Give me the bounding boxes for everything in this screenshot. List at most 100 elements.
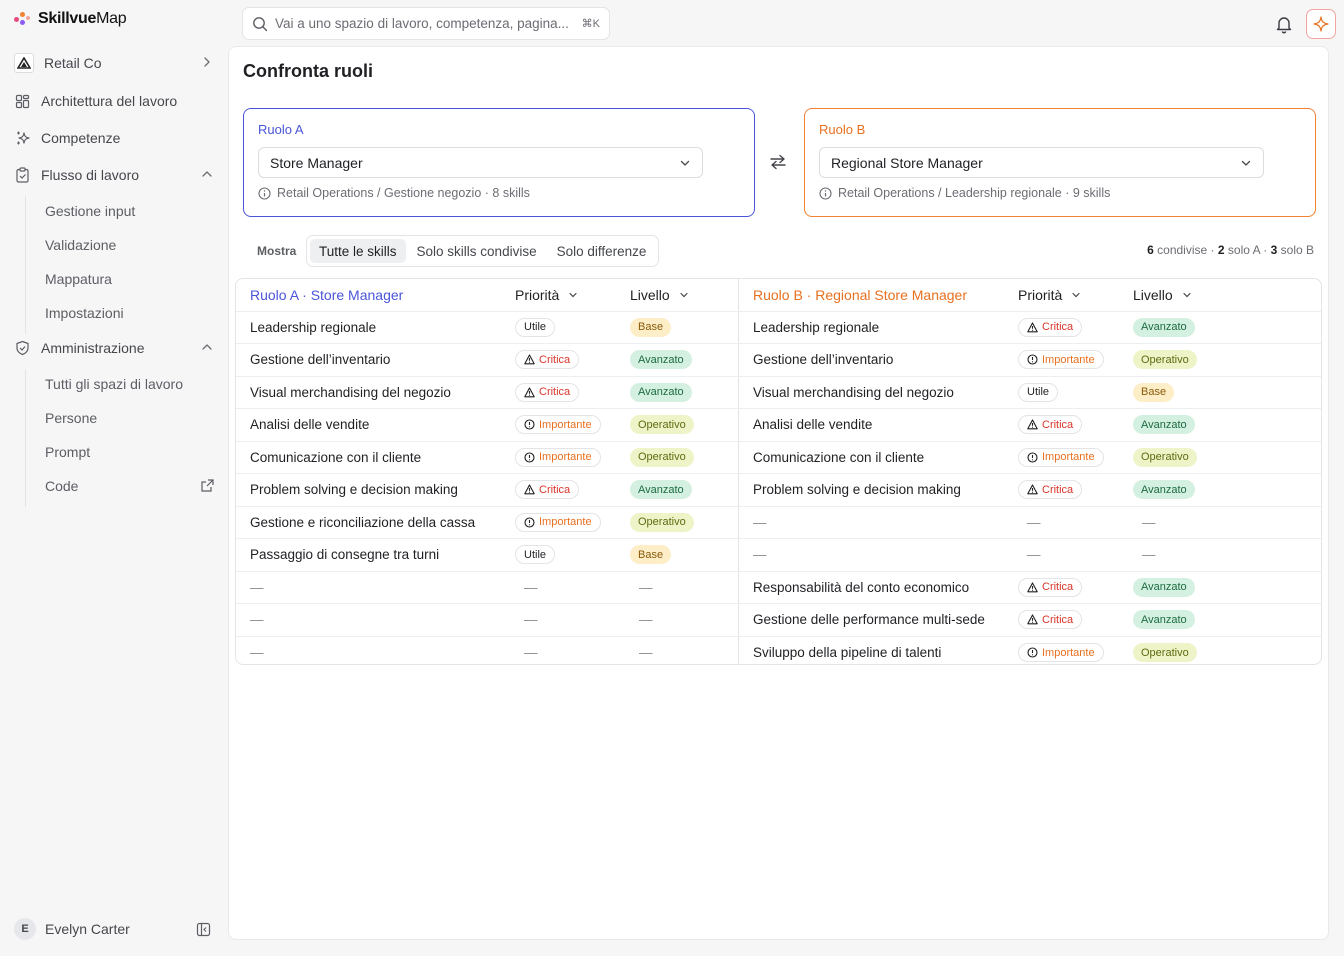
- priority-cell-b: —: [1018, 507, 1041, 539]
- skill-name-a: —: [250, 604, 264, 636]
- app-logo[interactable]: SkillvueMap: [14, 9, 127, 29]
- header-level-b[interactable]: Livello: [1133, 279, 1193, 311]
- filter-label: Mostra: [257, 244, 297, 258]
- priority-badge[interactable]: Critica: [1018, 610, 1083, 630]
- swap-roles-icon[interactable]: [769, 153, 787, 171]
- user-menu[interactable]: E Evelyn Carter: [14, 918, 130, 940]
- priority-badge[interactable]: Importante: [1018, 447, 1104, 467]
- level-badge[interactable]: Avanzato: [630, 350, 692, 370]
- priority-badge[interactable]: Critica: [515, 480, 580, 500]
- level-badge[interactable]: Avanzato: [1133, 577, 1195, 597]
- level-badge[interactable]: Operativo: [630, 415, 694, 435]
- priority-badge[interactable]: Utile: [515, 545, 556, 565]
- filter-differences[interactable]: Solo differenze: [556, 243, 647, 259]
- comparison-counts: 6 condivise · 2 solo A · 3 solo B: [1147, 243, 1314, 257]
- sidebar-collapse-icon[interactable]: [196, 922, 211, 937]
- priority-cell-a: Importante: [515, 442, 601, 474]
- warning-icon: [1027, 484, 1038, 495]
- priority-badge[interactable]: Importante: [1018, 350, 1104, 370]
- priority-badge[interactable]: Importante: [515, 415, 601, 435]
- priority-badge[interactable]: Critica: [515, 350, 580, 370]
- level-badge[interactable]: Avanzato: [630, 382, 692, 402]
- chevron-down-icon: [680, 292, 688, 298]
- search-input[interactable]: [275, 16, 575, 31]
- submenu-guide: [25, 369, 26, 507]
- level-cell-b: Operativo: [1133, 344, 1197, 376]
- level-badge[interactable]: Avanzato: [1133, 610, 1195, 630]
- priority-badge[interactable]: Utile: [1018, 382, 1059, 402]
- skill-label: Visual merchandising del negozio: [250, 384, 451, 400]
- level-badge[interactable]: Avanzato: [630, 480, 692, 500]
- skill-name-a: Visual merchandising del negozio: [250, 377, 451, 409]
- priority-label: Critica: [539, 386, 571, 399]
- sidebar-subitem-validazione[interactable]: Validazione: [45, 237, 117, 253]
- sidebar-subitem-code[interactable]: Code: [45, 478, 79, 494]
- level-badge[interactable]: Avanzato: [1133, 480, 1195, 500]
- role-a-meta-text: Retail Operations / Gestione negozio · 8…: [277, 186, 530, 200]
- priority-cell-a: Importante: [515, 507, 601, 539]
- priority-badge[interactable]: Importante: [1018, 643, 1104, 663]
- header-role-a: Ruolo A · Store Manager: [250, 279, 403, 311]
- chevron-down-icon: [1241, 160, 1251, 166]
- level-badge[interactable]: Base: [630, 545, 672, 565]
- level-cell-b: Base: [1133, 377, 1175, 409]
- skill-name-b: Gestione delle performance multi-sede: [753, 604, 985, 636]
- count-shared-label: condivise: [1157, 243, 1208, 257]
- priority-badge[interactable]: Importante: [515, 512, 601, 532]
- priority-badge[interactable]: Critica: [515, 382, 580, 402]
- level-badge[interactable]: Operativo: [1133, 350, 1197, 370]
- count-only-b: 3: [1270, 243, 1278, 257]
- priority-badge[interactable]: Critica: [1018, 317, 1083, 337]
- skill-name-a: Passaggio di consegne tra turni: [250, 539, 439, 571]
- level-badge[interactable]: Operativo: [630, 447, 694, 467]
- priority-label: Critica: [1042, 581, 1074, 594]
- submenu-guide: [25, 196, 26, 334]
- level-badge[interactable]: Operativo: [1133, 447, 1197, 467]
- sidebar-item-competenze[interactable]: Competenze: [14, 123, 218, 153]
- logo-bold: Skillvue: [38, 10, 97, 27]
- empty-dash: —: [524, 579, 538, 595]
- sidebar-item-flusso[interactable]: Flusso di lavoro: [14, 160, 218, 190]
- sidebar-item-amministrazione[interactable]: Amministrazione: [14, 333, 218, 363]
- level-badge[interactable]: Avanzato: [1133, 415, 1195, 435]
- priority-cell-a: Utile: [515, 312, 556, 344]
- global-search[interactable]: ⌘K: [242, 7, 610, 40]
- workspace-switcher[interactable]: Retail Co: [14, 48, 218, 78]
- priority-badge[interactable]: Critica: [1018, 577, 1083, 597]
- table-row: Problem solving e decision making Critica…: [236, 474, 1321, 507]
- empty-dash: —: [1142, 514, 1156, 530]
- skill-label: Passaggio di consegne tra turni: [250, 547, 440, 563]
- sidebar-subitem-impostazioni[interactable]: Impostazioni: [45, 305, 124, 321]
- priority-badge[interactable]: Importante: [515, 447, 601, 467]
- sidebar-item-architettura[interactable]: Architettura del lavoro: [14, 86, 218, 116]
- priority-badge[interactable]: Critica: [1018, 415, 1083, 435]
- level-badge[interactable]: Operativo: [1133, 643, 1197, 663]
- bell-icon[interactable]: [1274, 14, 1294, 34]
- sidebar-subitem-persone[interactable]: Persone: [45, 410, 98, 426]
- sidebar-item-label: Competenze: [41, 130, 121, 146]
- comparison-table: Ruolo A · Store Manager Priorità Livello Ru…: [235, 278, 1322, 665]
- sidebar-subitem-mappatura[interactable]: Mappatura: [45, 271, 112, 287]
- sidebar-subitem-spazi[interactable]: Tutti gli spazi di lavoro: [45, 376, 183, 392]
- sidebar-subitem-prompt[interactable]: Prompt: [45, 444, 91, 460]
- filter-shared-skills[interactable]: Solo skills condivise: [416, 243, 537, 259]
- filter-all-skills[interactable]: Tutte le skills: [310, 239, 406, 263]
- role-a-select[interactable]: Store Manager: [258, 147, 703, 178]
- header-priority-a[interactable]: Priorità: [515, 279, 579, 311]
- level-badge[interactable]: Avanzato: [1133, 317, 1195, 337]
- external-link-icon[interactable]: [200, 478, 215, 493]
- ai-assistant-button[interactable]: [1306, 9, 1336, 39]
- level-badge[interactable]: Base: [1133, 382, 1175, 402]
- alert-circle-icon: [524, 452, 535, 463]
- warning-icon: [1027, 419, 1038, 430]
- role-b-select[interactable]: Regional Store Manager: [819, 147, 1264, 178]
- priority-badge[interactable]: Critica: [1018, 480, 1083, 500]
- skill-label: Gestione delle performance multi-sede: [753, 612, 985, 628]
- skill-label: Analisi delle vendite: [753, 417, 873, 433]
- level-badge[interactable]: Base: [630, 317, 672, 337]
- level-badge[interactable]: Operativo: [630, 512, 694, 532]
- header-level-a[interactable]: Livello: [630, 279, 690, 311]
- priority-badge[interactable]: Utile: [515, 317, 556, 337]
- header-priority-b[interactable]: Priorità: [1018, 279, 1082, 311]
- sidebar-subitem-gestione-input[interactable]: Gestione input: [45, 203, 136, 219]
